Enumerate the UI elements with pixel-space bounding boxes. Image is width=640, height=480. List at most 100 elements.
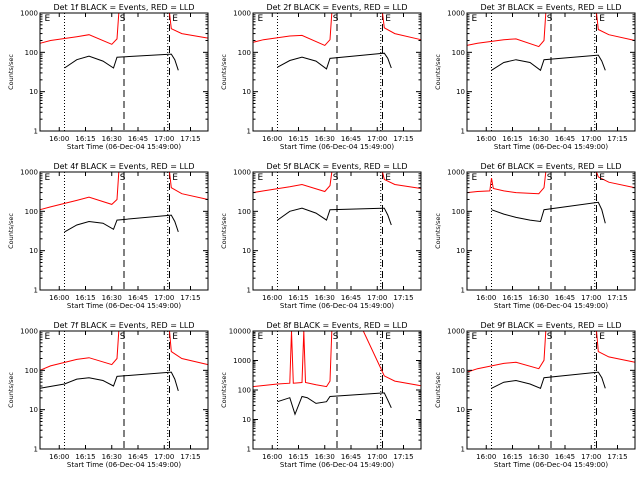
x-tick-label: 17:00: [581, 135, 601, 143]
plot-frame: [466, 12, 636, 132]
series-lld-line: [252, 12, 422, 47]
event-marker-e: E: [45, 332, 51, 342]
y-tick-label: 1: [247, 287, 251, 295]
event-marker-e: E: [385, 14, 391, 24]
event-marker-e: E: [385, 173, 391, 183]
event-marker-s: S: [120, 332, 126, 342]
x-tick-label: 17:00: [154, 135, 174, 143]
x-tick-label: 17:15: [180, 294, 200, 302]
event-marker-e: E: [472, 14, 478, 24]
series-lld-line: [252, 171, 422, 194]
series-events-line: [491, 201, 606, 224]
panel-title: Det 6f BLACK = Events, RED = LLD: [480, 162, 621, 171]
x-tick-label: 17:15: [393, 453, 413, 461]
y-tick-label: 100: [452, 367, 465, 375]
y-tick-label: 10: [29, 247, 38, 255]
panel-title: Det 4f BLACK = Events, RED = LLD: [53, 162, 194, 171]
y-tick-label: 1000: [20, 328, 38, 336]
y-tick-label: 1000: [20, 10, 38, 18]
plot-frame: [39, 330, 209, 450]
x-tick-label: 17:15: [607, 294, 627, 302]
event-marker-e: E: [258, 14, 264, 24]
y-tick-label: 1: [461, 128, 465, 136]
x-tick-label: 16:00: [49, 294, 69, 302]
y-tick-label: 1000: [233, 357, 251, 365]
plot-frame: [252, 171, 422, 291]
x-tick-label: 16:00: [262, 453, 282, 461]
x-tick-label: 16:45: [341, 294, 361, 302]
x-tick-label: 16:15: [288, 453, 308, 461]
event-marker-e: E: [45, 14, 51, 24]
y-tick-label: 10000: [229, 328, 251, 336]
y-axis-label: Counts/sec: [434, 213, 442, 249]
x-tick-label: 16:45: [341, 135, 361, 143]
x-axis-label: Start Time (06-Dec-04 15:49:00): [67, 461, 181, 469]
x-tick-label: 16:30: [529, 294, 549, 302]
panel-det-6: Det 6f BLACK = Events, RED = LLD 1 10 100 10…: [434, 162, 636, 310]
x-axis-label: Start Time (06-Dec-04 15:49:00): [494, 143, 608, 151]
x-axis-label: Start Time (06-Dec-04 15:49:00): [280, 143, 394, 151]
event-marker-s: S: [333, 14, 339, 24]
x-axis-label: Start Time (06-Dec-04 15:49:00): [280, 461, 394, 469]
event-marker-s: S: [333, 332, 339, 342]
x-tick-label: 17:00: [154, 453, 174, 461]
x-tick-label: 16:45: [341, 453, 361, 461]
y-tick-label: 1: [461, 446, 465, 454]
x-tick-label: 16:00: [476, 294, 496, 302]
panel-title: Det 2f BLACK = Events, RED = LLD: [266, 3, 407, 12]
x-tick-label: 16:15: [288, 294, 308, 302]
x-tick-label: 17:15: [180, 453, 200, 461]
event-marker-e: E: [258, 332, 264, 342]
x-tick-label: 16:15: [502, 453, 522, 461]
y-tick-label: 1: [247, 446, 251, 454]
series-lld-line: [466, 330, 636, 373]
panel-title: Det 1f BLACK = Events, RED = LLD: [53, 3, 194, 12]
y-tick-label: 10: [242, 88, 251, 96]
x-tick-label: 17:15: [180, 135, 200, 143]
y-tick-label: 10: [456, 88, 465, 96]
x-tick-label: 16:45: [555, 294, 575, 302]
y-axis-label: Counts/sec: [7, 372, 15, 408]
series-lld-line: [466, 12, 636, 48]
x-tick-label: 16:45: [128, 294, 148, 302]
y-tick-label: 1000: [233, 169, 251, 177]
series-events-line: [64, 53, 179, 71]
y-axis-label: Counts/sec: [220, 54, 228, 90]
x-tick-label: 17:00: [154, 294, 174, 302]
event-marker-e: E: [472, 173, 478, 183]
y-tick-label: 100: [452, 49, 465, 57]
x-tick-label: 16:30: [102, 135, 122, 143]
event-marker-e: E: [258, 173, 264, 183]
event-marker-s: S: [120, 14, 126, 24]
x-axis-label: Start Time (06-Dec-04 15:49:00): [280, 302, 394, 310]
panel-det-7: Det 7f BLACK = Events, RED = LLD 1 10 100 10…: [7, 321, 209, 469]
y-tick-label: 1: [34, 287, 38, 295]
x-tick-label: 16:15: [75, 453, 95, 461]
x-tick-label: 17:15: [393, 135, 413, 143]
series-events-line: [277, 392, 392, 416]
panel-title: Det 8f BLACK = Events, RED = LLD: [266, 321, 407, 330]
y-tick-label: 100: [238, 49, 251, 57]
series-events-line: [491, 54, 606, 72]
series-events-line: [277, 52, 392, 70]
x-tick-label: 16:30: [529, 135, 549, 143]
x-tick-label: 16:15: [502, 294, 522, 302]
x-tick-label: 16:30: [529, 453, 549, 461]
event-marker-e: E: [45, 173, 51, 183]
y-tick-label: 100: [238, 208, 251, 216]
event-marker-e: E: [172, 332, 178, 342]
x-tick-label: 16:15: [75, 135, 95, 143]
x-tick-label: 17:00: [367, 135, 387, 143]
plot-frame: [39, 12, 209, 132]
x-tick-label: 16:30: [102, 453, 122, 461]
event-marker-e: E: [599, 14, 605, 24]
event-marker-e: E: [172, 173, 178, 183]
series-lld-line: [39, 12, 209, 45]
y-tick-label: 1000: [447, 10, 465, 18]
panel-det-8: Det 8f BLACK = Events, RED = LLD 1 10 100 10…: [220, 321, 422, 469]
event-marker-e: E: [599, 332, 605, 342]
x-tick-label: 16:30: [315, 135, 335, 143]
x-tick-label: 16:15: [75, 294, 95, 302]
series-events-line: [39, 371, 179, 392]
